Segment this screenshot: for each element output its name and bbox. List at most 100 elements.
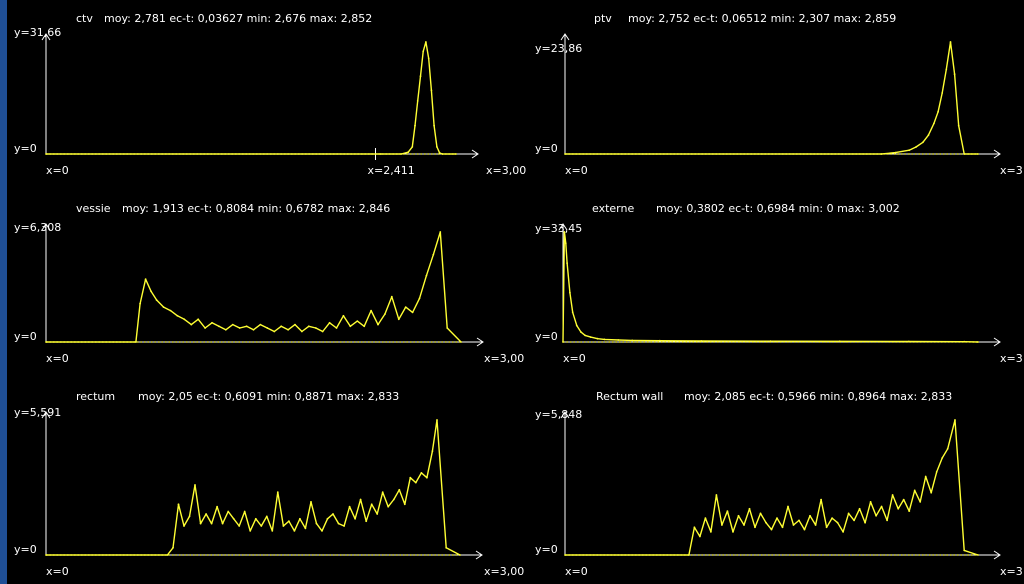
data-point <box>392 498 395 501</box>
data-point <box>390 295 393 298</box>
data-point <box>365 520 368 523</box>
data-point <box>584 334 586 337</box>
data-point <box>732 531 734 533</box>
data-point <box>416 100 419 102</box>
data-point <box>342 314 345 317</box>
x-min-label: x=0 <box>563 352 586 365</box>
data-point <box>249 530 252 532</box>
series-title: rectum <box>76 390 115 403</box>
data-point <box>321 530 323 532</box>
data-point <box>216 505 219 508</box>
y-min-label: y=0 <box>535 330 558 343</box>
data-point <box>150 290 153 293</box>
data-point <box>299 517 301 520</box>
data-point <box>769 340 772 343</box>
data-point <box>699 535 701 538</box>
series-line <box>565 419 979 556</box>
data-point <box>776 517 778 519</box>
data-point <box>941 457 944 459</box>
data-point <box>963 549 966 552</box>
data-point <box>907 340 910 343</box>
data-point <box>414 481 417 484</box>
data-point <box>908 510 911 512</box>
data-point <box>166 554 169 556</box>
data-point <box>759 512 762 515</box>
data-point <box>886 519 888 522</box>
data-point <box>908 149 911 152</box>
data-point <box>425 41 427 43</box>
data-point <box>397 318 400 321</box>
data-point <box>688 554 690 556</box>
data-point <box>575 324 578 327</box>
data-point <box>273 330 276 333</box>
x-min-label: x=0 <box>46 164 69 177</box>
series-stats: moy: 2,781 ec-t: 0,03627 min: 2,676 max:… <box>104 12 372 25</box>
series-title: ptv <box>594 12 612 25</box>
data-point <box>658 339 661 342</box>
data-point <box>564 242 567 245</box>
data-point <box>183 525 185 527</box>
data-point <box>831 517 833 519</box>
data-point <box>838 340 841 343</box>
data-point <box>743 524 745 526</box>
data-point <box>288 520 290 523</box>
data-point <box>564 153 566 155</box>
y-max-label: y=33,45 <box>535 222 582 235</box>
data-point <box>792 524 795 526</box>
data-point <box>199 522 202 525</box>
data-point <box>422 50 425 53</box>
x-max-label: x=3,00 <box>484 565 524 578</box>
series-title: Rectum wall <box>596 390 663 403</box>
x-min-label: x=0 <box>565 565 588 578</box>
data-point <box>927 134 930 137</box>
data-point <box>809 514 811 517</box>
data-point <box>977 341 979 343</box>
data-point <box>919 501 922 503</box>
data-point <box>433 124 435 127</box>
data-point <box>710 531 712 533</box>
data-point <box>307 325 310 328</box>
x-max-label: x=3,00 <box>484 352 524 365</box>
series-stats: moy: 2,05 ec-t: 0,6091 min: 0,8871 max: … <box>138 390 399 403</box>
data-point <box>337 522 340 525</box>
data-point <box>328 321 331 324</box>
data-point <box>820 498 822 501</box>
series-stats: moy: 0,3802 ec-t: 0,6984 min: 0 max: 3,0… <box>656 202 900 215</box>
data-point <box>589 336 592 338</box>
data-point <box>596 337 599 340</box>
data-point <box>425 274 428 277</box>
data-point <box>381 491 384 494</box>
data-point <box>376 513 379 515</box>
data-point <box>913 489 916 492</box>
data-point <box>221 522 224 525</box>
data-point <box>933 122 935 125</box>
data-point <box>232 517 235 520</box>
data-point <box>847 512 850 515</box>
data-point <box>411 146 414 148</box>
data-point <box>169 309 172 312</box>
data-point <box>155 299 158 301</box>
data-point <box>204 327 207 329</box>
data-point <box>259 323 262 326</box>
data-point <box>945 68 948 71</box>
data-point <box>431 450 434 453</box>
x-max-label: x=3 <box>1000 164 1023 177</box>
y-axis-arrow <box>41 411 51 419</box>
data-point <box>45 554 47 556</box>
data-point <box>455 153 457 155</box>
x-axis-arrow <box>475 550 483 560</box>
data-point <box>426 476 428 479</box>
series-line <box>46 231 462 343</box>
data-point <box>880 505 883 508</box>
y-axis-arrow <box>560 411 570 419</box>
data-point <box>190 323 193 326</box>
data-point <box>836 521 839 524</box>
data-point <box>765 521 767 524</box>
data-point <box>377 323 379 326</box>
data-point <box>617 339 620 341</box>
panel-vessie: y=6,308 y=0 x=0 x=3,00 vessie moy: 1,913 ec-t… <box>14 202 524 365</box>
data-point <box>864 521 866 524</box>
data-point <box>721 524 723 526</box>
data-point <box>398 488 401 491</box>
data-point <box>858 507 861 510</box>
